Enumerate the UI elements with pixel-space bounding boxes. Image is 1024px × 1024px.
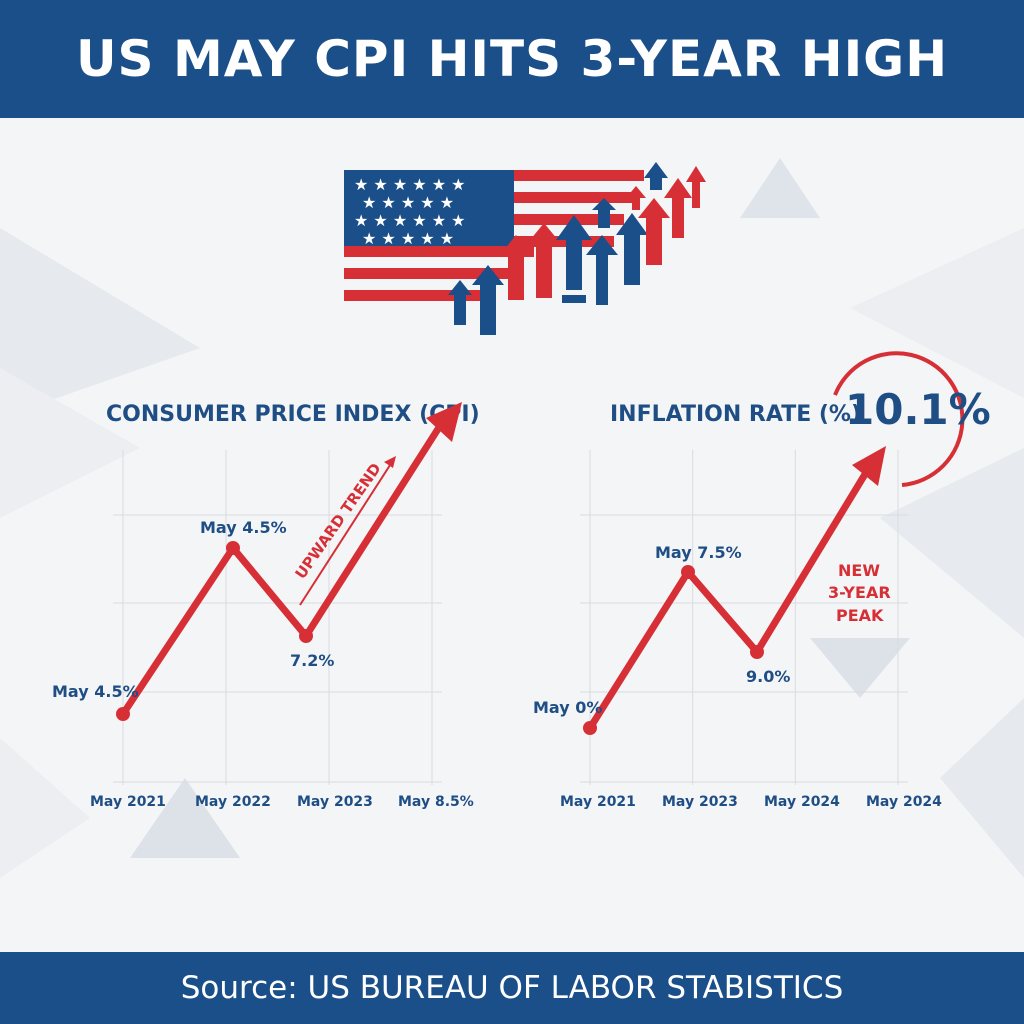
inflation-series-line — [587, 464, 873, 730]
cpi-trend-annotation: UPWARD TREND — [292, 460, 385, 582]
page-title: US MAY CPI HITS 3-YEAR HIGH — [75, 30, 949, 88]
header-banner: US MAY CPI HITS 3-YEAR HIGH — [0, 0, 1024, 118]
cpi-trend-arrow — [299, 461, 393, 606]
us-flag-with-rising-arrows-icon: ★ ★ ★ ★ ★ ★ ★ ★ ★ ★ ★ ★ ★ ★ ★ ★ ★ ★ ★ ★ … — [344, 162, 706, 335]
cpi-chart-grid — [113, 450, 442, 785]
cpi-point-3 — [299, 629, 313, 643]
inflation-x-tick-4: May 2024 — [866, 794, 942, 810]
svg-text:★ ★ ★ ★ ★ ★: ★ ★ ★ ★ ★ ★ — [354, 211, 466, 230]
inflation-point-label-3: 9.0% — [746, 667, 790, 686]
peak-circle — [833, 351, 965, 487]
peak-note-line-1: NEW — [838, 561, 880, 580]
cpi-point-label-3: 7.2% — [290, 651, 334, 670]
background-decoration — [0, 158, 1024, 878]
cpi-point-label-1: May 4.5% — [52, 682, 139, 701]
svg-text:★ ★ ★ ★ ★: ★ ★ ★ ★ ★ — [362, 193, 454, 212]
inflation-arrow-head — [852, 446, 886, 486]
cpi-chart-title: CONSUMER PRICE INDEX (CPI) — [106, 402, 480, 427]
inflation-x-tick-1: May 2021 — [560, 794, 636, 810]
cpi-point-1 — [116, 707, 130, 721]
footer-banner: Source: US BUREAU OF LABOR STABISTICS — [0, 952, 1024, 1024]
cpi-x-tick-3: May 2023 — [297, 794, 373, 810]
cpi-series-line — [120, 416, 448, 716]
inflation-x-tick-2: May 2023 — [662, 794, 738, 810]
svg-text:★ ★ ★ ★ ★: ★ ★ ★ ★ ★ — [362, 229, 454, 248]
inflation-point-1 — [583, 721, 597, 735]
inflation-point-3 — [750, 645, 764, 659]
inflation-point-2 — [681, 565, 695, 579]
inflation-point-label-2: May 7.5% — [655, 543, 742, 562]
cpi-point-2 — [226, 541, 240, 555]
cpi-point-label-2: May 4.5% — [200, 518, 287, 537]
source-text: Source: US BUREAU OF LABOR STABISTICS — [180, 970, 844, 1006]
cpi-x-tick-1: May 2021 — [90, 794, 166, 810]
svg-text:★ ★ ★ ★ ★ ★: ★ ★ ★ ★ ★ ★ — [354, 175, 466, 194]
cpi-arrow-head — [426, 402, 462, 442]
inflation-chart-title: INFLATION RATE (%) — [610, 402, 862, 427]
cpi-x-tick-4: May 8.5% — [398, 794, 474, 810]
inflation-point-label-1: May 0% — [533, 698, 602, 717]
cpi-x-tick-2: May 2022 — [195, 794, 271, 810]
inflation-x-tick-3: May 2024 — [764, 794, 840, 810]
inflation-chart-grid — [580, 450, 908, 785]
peak-note-line-3: PEAK — [836, 606, 884, 625]
peak-value: 10.1% — [845, 385, 991, 434]
svg-text:UPWARD TREND: UPWARD TREND — [292, 460, 385, 582]
peak-note-line-2: 3-YEAR — [828, 583, 891, 602]
